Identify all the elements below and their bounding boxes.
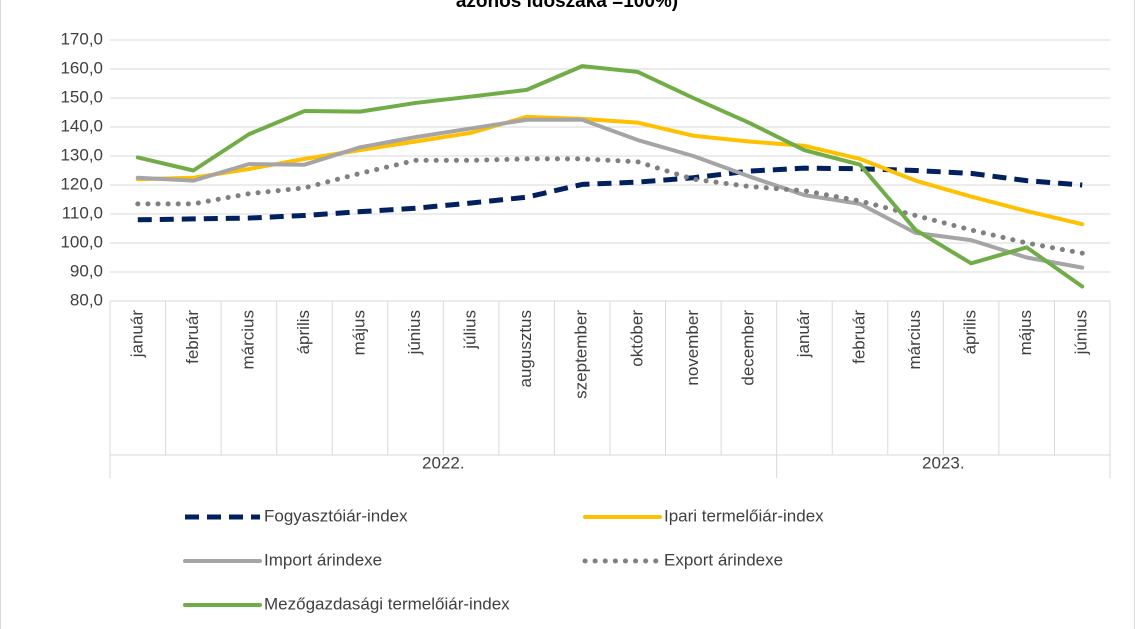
x-tick-label: május xyxy=(1016,310,1035,355)
x-tick-label: március xyxy=(905,310,924,370)
series-line xyxy=(137,165,1083,223)
x-tick-label: január xyxy=(794,310,813,359)
legend-label: Fogyasztóiár-index xyxy=(264,506,408,525)
x-tick-label: május xyxy=(349,310,368,355)
x-tick-label: március xyxy=(238,310,257,370)
chart-title: azonos időszaka =100%) xyxy=(456,0,678,12)
x-tick-label: július xyxy=(461,310,480,350)
legend-label: Import árindexe xyxy=(264,550,382,569)
y-tick-label: 120,0 xyxy=(60,174,103,193)
series-line xyxy=(135,64,1085,289)
x-tick-label: november xyxy=(683,310,702,386)
y-tick-label: 160,0 xyxy=(60,58,103,77)
x-tick-label: június xyxy=(1072,310,1091,355)
x-tick-label: augusztus xyxy=(516,310,535,388)
x-tick-label: február xyxy=(183,310,202,364)
legend-label: Mezőgazdasági termelőiár-index xyxy=(264,594,510,613)
y-tick-label: 170,0 xyxy=(60,29,103,48)
legend-label: Export árindexe xyxy=(664,550,783,569)
series-line xyxy=(135,156,1085,256)
y-tick-label: 100,0 xyxy=(60,232,103,251)
x-tick-label: április xyxy=(294,310,313,354)
x-tick-label: június xyxy=(405,310,424,355)
y-tick-label: 80,0 xyxy=(70,290,103,309)
x-tick-label: január xyxy=(127,310,146,359)
x-tick-label: február xyxy=(849,310,868,364)
y-tick-label: 150,0 xyxy=(60,87,103,106)
series-line xyxy=(135,114,1085,227)
x-tick-label: szeptember xyxy=(572,310,591,399)
y-tick-label: 90,0 xyxy=(70,261,103,280)
y-tick-label: 110,0 xyxy=(62,203,103,222)
x-tick-label: december xyxy=(738,310,757,386)
y-tick-label: 140,0 xyxy=(60,116,103,135)
group-label: 2022. xyxy=(422,453,465,472)
x-tick-label: április xyxy=(961,310,980,354)
legend-label: Ipari termelőiár-index xyxy=(664,506,824,525)
y-tick-label: 130,0 xyxy=(60,145,103,164)
x-tick-label: október xyxy=(627,310,646,367)
group-label: 2023. xyxy=(922,453,965,472)
